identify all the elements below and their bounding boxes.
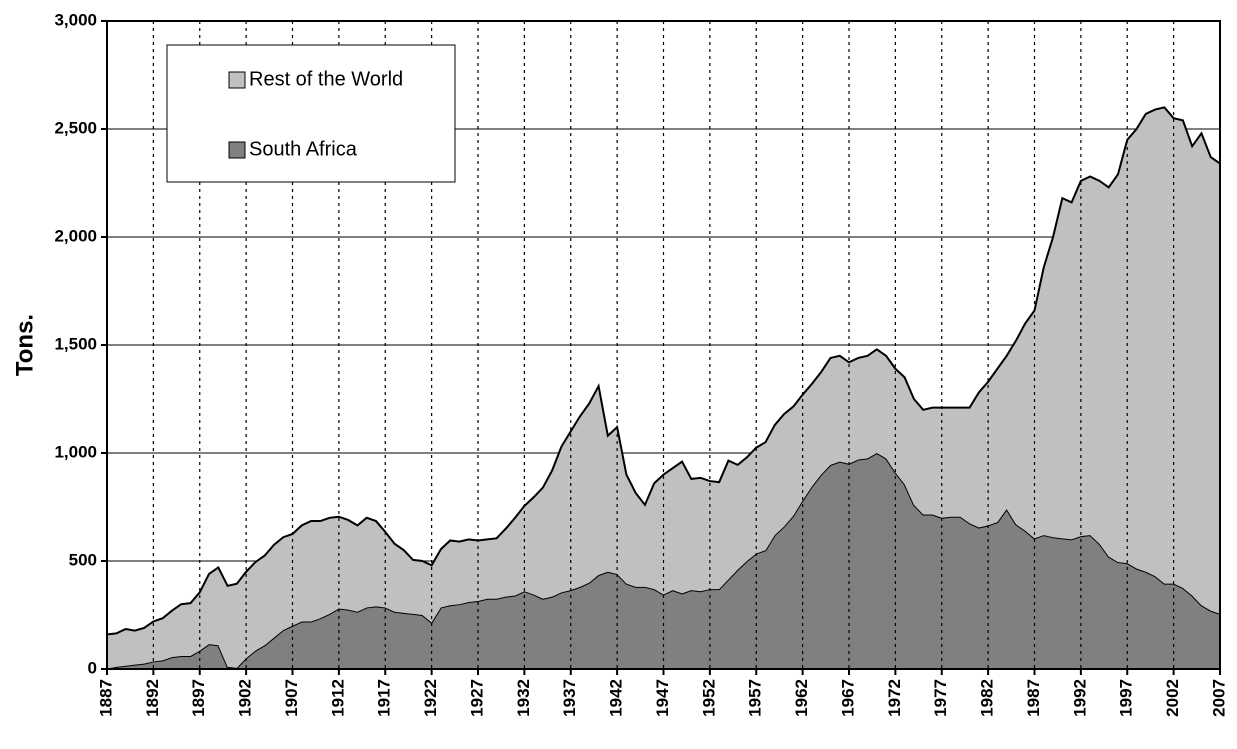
area (107, 107, 1220, 669)
y-tick-label: 0 (88, 658, 97, 677)
x-tick-label: 1982 (978, 679, 997, 717)
y-axis-title: Tons. (11, 314, 38, 376)
x-tick-label: 1957 (746, 679, 765, 717)
x-tick-label: 1897 (189, 679, 208, 717)
x-tick-label: 1922 (421, 679, 440, 717)
y-tick-label: 2,000 (54, 226, 97, 245)
x-tick-label: 1947 (653, 679, 672, 717)
x-tick-label: 2002 (1163, 679, 1182, 717)
x-tick-label: 1967 (838, 679, 857, 717)
x-tick-label: 1902 (236, 679, 255, 717)
x-tick-label: 1987 (1024, 679, 1043, 717)
x-tick-label: 1937 (560, 679, 579, 717)
legend-label: Rest of the World (249, 68, 403, 90)
x-tick-label: 1907 (282, 679, 301, 717)
y-tick-label: 2,500 (54, 118, 97, 137)
x-tick-label: 1992 (1070, 679, 1089, 717)
legend-swatch (228, 71, 246, 89)
x-tick-label: 1932 (514, 679, 533, 717)
x-tick-label: 1977 (931, 679, 950, 717)
legend-box (166, 44, 456, 183)
legend-swatch (228, 141, 246, 159)
plot-frame (106, 20, 1221, 670)
y-tick-label: 3,000 (54, 10, 97, 29)
x-tick-label: 1952 (699, 679, 718, 717)
x-tick-label: 1962 (792, 679, 811, 717)
area (107, 453, 1220, 669)
y-tick-label: 500 (69, 550, 97, 569)
x-tick-label: 1927 (467, 679, 486, 717)
x-tick-label: 1942 (607, 679, 626, 717)
legend-label: South Africa (249, 138, 358, 160)
y-tick-label: 1,500 (54, 334, 97, 353)
x-tick-label: 1892 (143, 679, 162, 717)
x-tick-label: 1912 (328, 679, 347, 717)
x-tick-label: 2007 (1209, 679, 1228, 717)
y-tick-label: 1,000 (54, 442, 97, 461)
x-tick-label: 1917 (375, 679, 394, 717)
x-tick-label: 1972 (885, 679, 904, 717)
x-tick-label: 1997 (1117, 679, 1136, 717)
x-tick-label: 1887 (96, 679, 115, 717)
